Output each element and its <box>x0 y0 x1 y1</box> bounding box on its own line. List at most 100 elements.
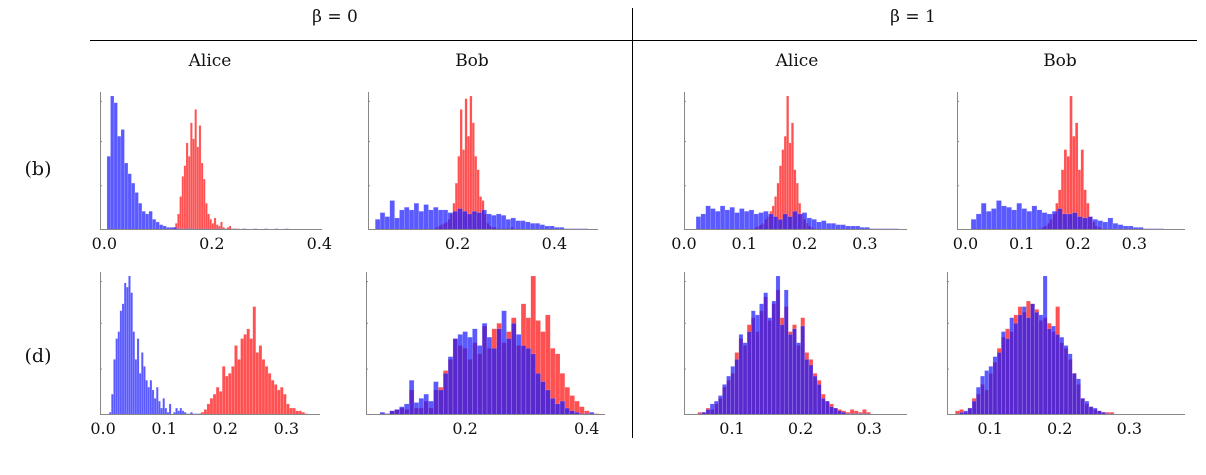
blue-bar <box>175 407 178 416</box>
blue-bar <box>724 209 731 231</box>
blue-bar <box>787 216 793 231</box>
red-bar <box>185 142 189 231</box>
x-tick-label: 0.3 <box>852 234 878 253</box>
blue-bar <box>375 219 381 231</box>
blue-bar <box>433 207 439 231</box>
x-tick-label: 0.2 <box>212 419 238 438</box>
col-label-bob-beta0: Bob <box>455 51 489 71</box>
blue-bar <box>520 220 526 231</box>
blue-bar <box>976 386 981 416</box>
blue-bar <box>117 136 122 231</box>
blue-bar <box>806 217 812 231</box>
blue-bar <box>1034 311 1040 416</box>
col-label-bob-beta1: Bob <box>1043 51 1077 71</box>
blue-bar <box>413 402 420 416</box>
blue-bar <box>1001 331 1006 416</box>
blue-bar <box>1055 334 1060 416</box>
blue-bar <box>981 202 987 231</box>
blue-bar <box>996 200 1002 231</box>
blue-bar <box>719 205 726 231</box>
col-label-alice-beta0: Alice <box>188 51 232 71</box>
blue-bar <box>775 275 781 416</box>
blue-bar <box>1097 220 1104 231</box>
blue-bar <box>1072 373 1077 416</box>
blue-bar <box>751 310 756 416</box>
blue-bar <box>127 173 132 231</box>
blue-bar <box>730 366 735 416</box>
x-tick-label: 0.1 <box>1009 234 1035 253</box>
blue-bar <box>379 212 386 231</box>
blue-bar <box>525 221 531 231</box>
blue-bar <box>153 398 157 416</box>
blue-bar <box>1041 212 1048 231</box>
red-bar <box>228 373 232 416</box>
blue-bar <box>748 209 755 231</box>
blue-bar <box>554 403 561 416</box>
histogram-d-beta1-bob: 0.1 0.2 0.3 <box>947 272 1185 438</box>
blue-bar <box>462 331 468 416</box>
blue-bar <box>782 213 788 231</box>
red-bar <box>218 391 223 416</box>
red-bar <box>258 345 263 416</box>
blue-bar <box>1026 211 1033 231</box>
blue-bar <box>1009 317 1015 416</box>
blue-bar <box>158 400 161 416</box>
blue-bar <box>168 403 172 416</box>
red-bar <box>194 109 197 231</box>
blue-bar <box>399 406 405 416</box>
x-tick-label: 0.1 <box>151 419 177 438</box>
red-bar <box>286 403 290 416</box>
blue-bar <box>772 216 779 231</box>
blue-bar <box>550 398 556 416</box>
blue-bar <box>971 400 977 416</box>
blue-bar <box>1030 303 1035 416</box>
x-tick-label: 0.0 <box>91 234 118 253</box>
red-bar <box>283 393 287 416</box>
blue-bar <box>141 211 146 231</box>
blue-bar <box>131 182 136 231</box>
blue-bar <box>1087 216 1093 231</box>
blue-bar <box>477 345 483 416</box>
blue-bar <box>753 213 759 231</box>
x-tick-label: 0.2 <box>444 234 471 253</box>
blue-bar <box>718 395 723 416</box>
blue-bar <box>138 202 143 231</box>
blue-bar <box>106 156 111 231</box>
blue-bar <box>471 211 478 231</box>
histogram-svg <box>100 92 322 231</box>
blue-bar <box>1057 208 1063 231</box>
blue-bar <box>763 211 769 231</box>
blue-bar <box>115 338 118 416</box>
blue-bar <box>506 338 512 416</box>
blue-bar <box>423 393 429 416</box>
x-tick-label: 0.2 <box>791 234 818 253</box>
blue-bar <box>801 212 808 231</box>
blue-bar <box>996 352 1002 416</box>
blue-bar <box>1013 323 1019 416</box>
blue-bar <box>123 282 127 416</box>
red-bar <box>211 223 215 231</box>
blue-bar <box>136 338 140 416</box>
red-bar <box>249 338 253 416</box>
blue-bar <box>179 407 183 416</box>
blue-bar <box>384 216 390 231</box>
x-tick-label: 0.0 <box>90 419 116 438</box>
blue-bar <box>992 356 998 416</box>
x-tick-label: 0.3 <box>273 419 300 438</box>
blue-bar <box>149 380 153 416</box>
blue-bar <box>742 342 748 416</box>
blue-bar <box>156 386 159 416</box>
blue-bar <box>472 328 478 416</box>
blue-bar <box>418 211 424 231</box>
blue-bar <box>486 336 493 416</box>
blue-bar <box>525 348 532 416</box>
blue-bar <box>796 342 801 416</box>
blue-bar <box>124 162 129 231</box>
blue-bar <box>779 324 785 416</box>
blue-bar <box>1011 209 1017 231</box>
blue-bar <box>744 211 750 231</box>
blue-bar <box>767 317 773 416</box>
blue-bar <box>545 389 551 416</box>
blue-bar <box>800 325 805 416</box>
blue-bar <box>408 209 415 231</box>
